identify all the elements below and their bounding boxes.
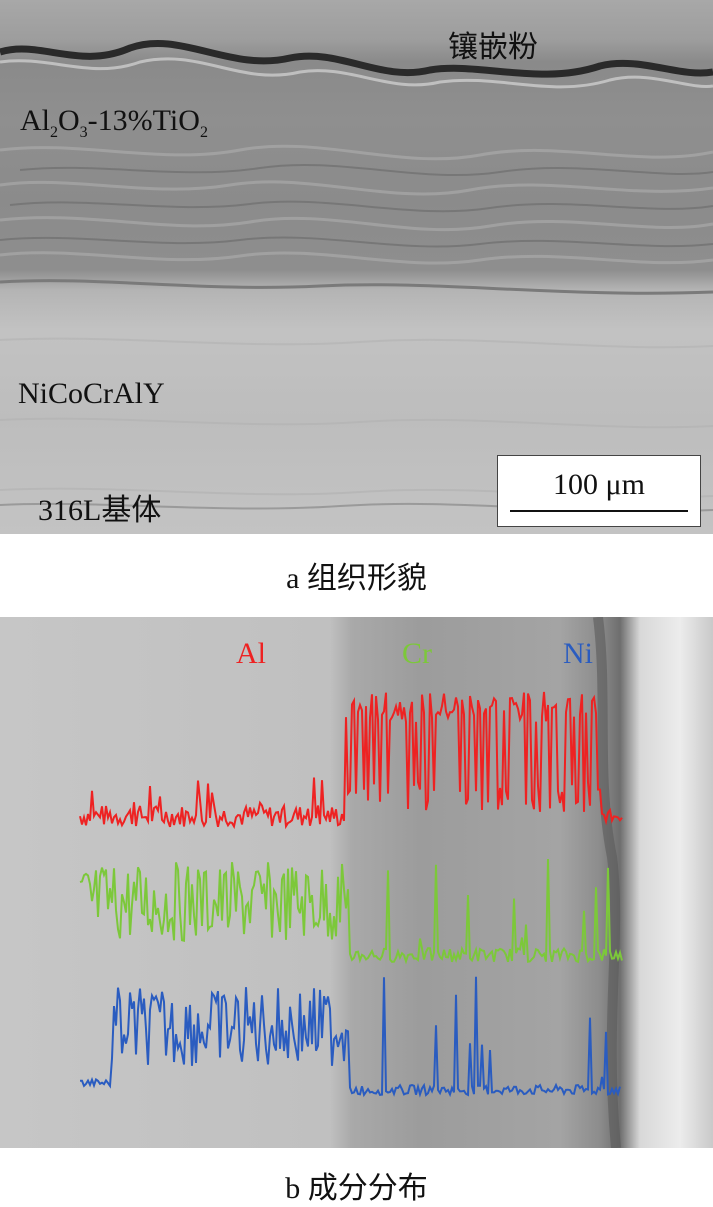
cr-profile-line <box>79 858 623 965</box>
bond-coat-label: NiCoCrAlY <box>18 377 165 410</box>
caption-a: a 组织形貌 <box>286 562 427 595</box>
caption-b: b 成分分布 <box>285 1172 428 1205</box>
ceramic-formula-o: O <box>58 104 80 137</box>
substrate-label: 316L基体 <box>38 494 162 527</box>
al-label: Al <box>236 637 266 670</box>
ceramic-formula-sub-2: 2 <box>50 124 58 141</box>
ni-label: Ni <box>563 637 593 670</box>
ni-profile-line <box>80 976 621 1098</box>
al-profile-line <box>79 691 623 830</box>
ceramic-coating-label: Al2O3-13%TiO2 <box>20 104 208 142</box>
ceramic-formula-tio: -13%TiO <box>87 104 200 137</box>
eds-line-scan: Al Cr Ni <box>0 617 713 1148</box>
ceramic-formula-sub-3: 3 <box>79 124 88 141</box>
mount-label: 镶嵌粉 <box>448 31 538 64</box>
eds-profiles <box>79 617 623 1148</box>
scale-bar-line <box>510 510 688 512</box>
ceramic-formula-al: Al <box>20 104 50 137</box>
ceramic-formula-sub-2b: 2 <box>199 124 208 141</box>
sem-micrograph: 镶嵌粉 Al2O3-13%TiO2 NiCoCrAlY 316L基体 100 μ… <box>0 0 713 534</box>
cr-label: Cr <box>402 637 432 670</box>
scale-bar-text: 100 μm <box>553 468 645 501</box>
micrograph-texture <box>0 40 713 513</box>
scale-bar-box: 100 μm <box>497 455 701 527</box>
